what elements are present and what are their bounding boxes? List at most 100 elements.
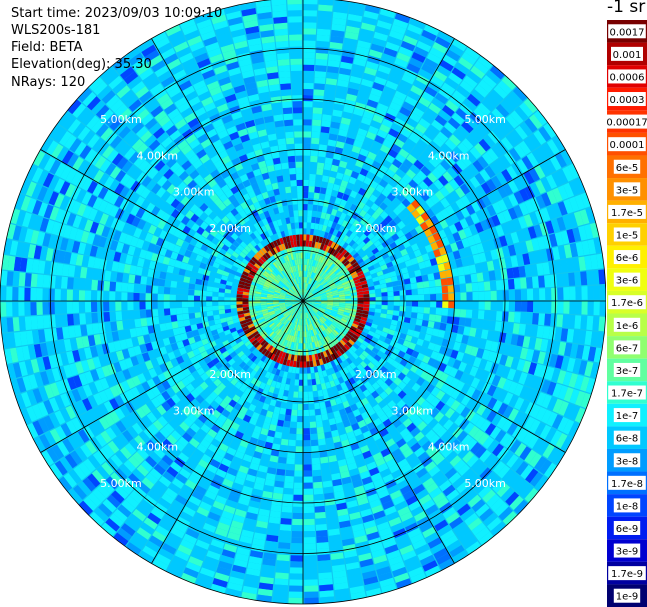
ppi-gate [140, 460, 153, 473]
ppi-gate [369, 327, 377, 333]
ppi-gate [322, 283, 329, 288]
ppi-gate [325, 504, 337, 512]
ppi-gate [370, 358, 379, 366]
ppi-gate [161, 401, 172, 412]
ppi-gate [248, 303, 255, 307]
ppi-gate [521, 155, 534, 170]
ppi-gate [465, 133, 478, 147]
ppi-gate [392, 310, 400, 316]
ppi-gate [132, 451, 145, 464]
ppi-gate [327, 269, 333, 276]
ppi-gate [360, 425, 370, 434]
ppi-gate [230, 304, 237, 309]
ppi-gate [316, 268, 322, 275]
ppi-gate [167, 242, 176, 252]
ppi-gate [294, 305, 299, 311]
ppi-gate [360, 360, 368, 369]
ppi-gate [324, 213, 331, 221]
ppi-gate [560, 230, 570, 245]
ppi-gate [284, 365, 290, 373]
ppi-gate [452, 250, 461, 260]
ppi-gate [327, 302, 334, 305]
ppi-gate [183, 319, 191, 327]
ppi-gate [137, 447, 149, 460]
ppi-gate [327, 240, 334, 247]
ppi-gate [376, 521, 390, 532]
ppi-gate [416, 205, 426, 216]
ppi-gate [236, 307, 244, 312]
ppi-gate [310, 149, 319, 157]
ppi-gate [129, 439, 141, 452]
ppi-gate [343, 142, 353, 151]
ppi-gate [355, 312, 363, 317]
ppi-gate [253, 482, 264, 491]
ppi-gate [74, 325, 82, 338]
ppi-gate [351, 323, 359, 329]
ppi-gate [397, 279, 405, 286]
ppi-gate [272, 303, 280, 306]
ppi-gate [512, 323, 520, 335]
ppi-gate [345, 333, 353, 339]
ppi-gate [470, 459, 484, 472]
ppi-gate [125, 338, 134, 349]
ppi-gate [449, 516, 464, 530]
ppi-gate [224, 305, 231, 310]
ppi-gate [320, 303, 327, 306]
ppi-gate [402, 101, 415, 112]
ppi-gate [282, 499, 293, 507]
ppi-gate [375, 457, 386, 467]
ppi-gate [339, 160, 348, 169]
ppi-gate [450, 388, 461, 400]
ppi-gate [297, 409, 303, 417]
ppi-gate [327, 299, 334, 301]
ppi-gate [396, 399, 406, 409]
ppi-gate [268, 385, 275, 394]
ppi-gate [532, 288, 540, 301]
ppi-gate [411, 51, 426, 63]
ppi-gate [146, 277, 154, 286]
ppi-gate [276, 356, 282, 364]
ppi-gate [336, 285, 344, 290]
ppi-gate [347, 505, 360, 515]
ppi-gate [183, 567, 199, 579]
ppi-gate [429, 307, 437, 315]
ppi-gate [226, 366, 235, 374]
ppi-gate [77, 348, 87, 361]
ppi-gate [21, 345, 31, 361]
ppi-gate [360, 564, 376, 574]
ppi-gate [111, 261, 120, 272]
ppi-gate [465, 204, 476, 216]
ppi-gate [539, 459, 553, 475]
ppi-gate [367, 314, 375, 320]
ppi-gate [368, 125, 379, 135]
ppi-gate [285, 320, 290, 327]
ppi-gate [337, 324, 344, 330]
ppi-gate [386, 357, 395, 365]
ppi-gate [252, 318, 259, 324]
ppi-gate [453, 308, 461, 317]
ppi-gate [232, 344, 240, 351]
ppi-gate [310, 336, 314, 343]
ppi-gate [522, 227, 532, 241]
ppi-gate [272, 348, 279, 355]
ppi-gate [318, 4, 333, 12]
ppi-gate [497, 199, 508, 212]
ppi-gate [273, 590, 288, 598]
ppi-gate [572, 227, 582, 242]
ppi-gate [285, 303, 292, 306]
ppi-gate [198, 458, 210, 469]
ppi-gate [587, 239, 597, 255]
ppi-gate [406, 153, 417, 164]
ppi-gate [477, 281, 485, 292]
ppi-gate [68, 227, 78, 240]
ppi-gate [298, 385, 303, 392]
ppi-gate [444, 155, 456, 167]
ppi-gate [445, 99, 459, 112]
ppi-gate [301, 313, 303, 320]
ppi-gate [312, 384, 318, 392]
ppi-gate [308, 302, 315, 306]
ppi-gate [323, 322, 329, 328]
ppi-gate [392, 418, 403, 429]
ppi-gate [253, 425, 262, 434]
ppi-gate [6, 302, 13, 317]
